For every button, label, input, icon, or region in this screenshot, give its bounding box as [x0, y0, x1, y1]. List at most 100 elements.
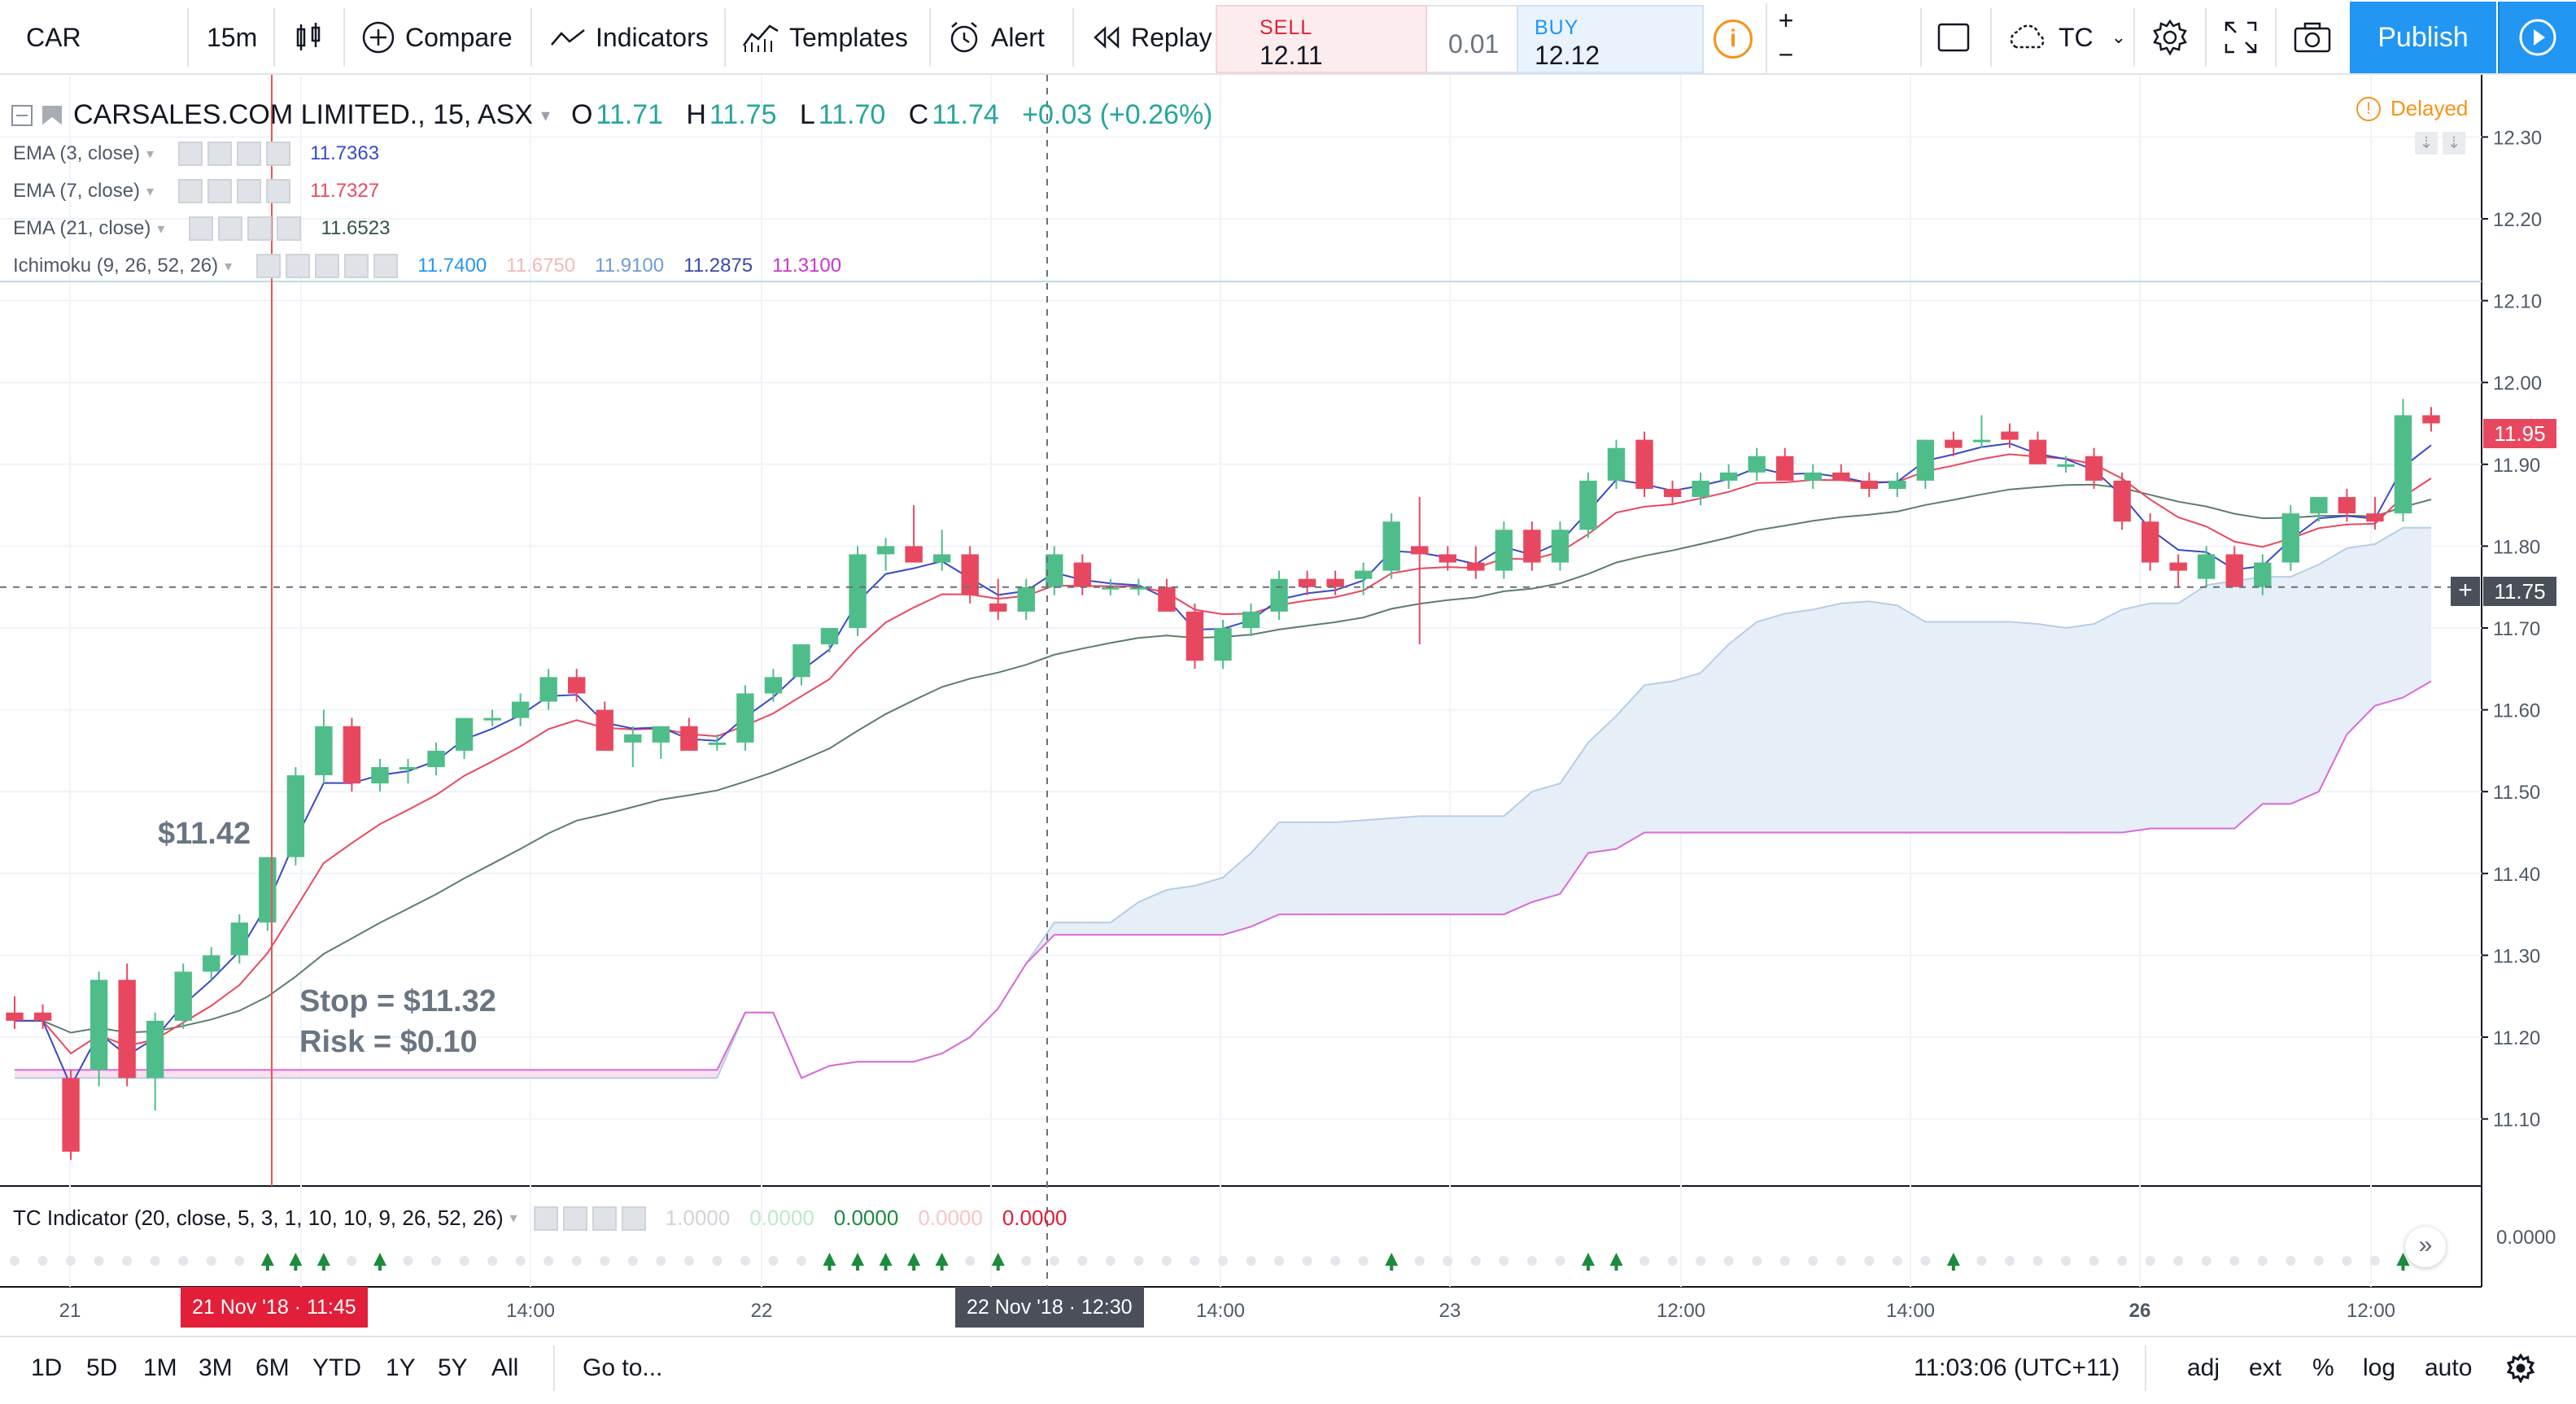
play-button[interactable]: [2498, 2, 2576, 73]
signal-dot: [66, 1256, 76, 1266]
annotation-entry-price[interactable]: $11.42: [158, 817, 251, 851]
range-ytd[interactable]: YTD: [312, 1354, 361, 1381]
interval-button[interactable]: 15m: [207, 0, 257, 75]
candle-body: [2394, 415, 2412, 514]
cloud-segment: [1082, 922, 1111, 935]
eye-icon[interactable]: [178, 142, 203, 166]
source-code-icon[interactable]: [592, 1206, 617, 1231]
close-icon[interactable]: [373, 254, 399, 278]
x-tick: 22: [750, 1300, 773, 1322]
zoom-in-button[interactable]: +: [1778, 6, 1794, 35]
cloud-segment: [379, 1070, 408, 1079]
plus-icon[interactable]: [237, 179, 262, 203]
candle-body: [203, 955, 220, 972]
clock-display[interactable]: 11:03:06 (UTC+11): [1914, 1354, 2120, 1381]
legend-tc-indicator[interactable]: TC Indicator (20, close, 5, 3, 1, 10, 10…: [13, 1206, 1086, 1231]
gear-icon[interactable]: [218, 216, 243, 241]
replay-button[interactable]: Replay: [1092, 0, 1212, 75]
gear-icon[interactable]: [207, 179, 233, 203]
range-3m[interactable]: 3M: [199, 1354, 233, 1381]
alert-button[interactable]: Alert: [947, 0, 1045, 75]
close-icon[interactable]: [621, 1206, 646, 1231]
crosshair-plus-icon[interactable]: +: [2451, 577, 2480, 606]
percent-toggle[interactable]: %: [2312, 1354, 2334, 1381]
auto-toggle[interactable]: auto: [2425, 1354, 2473, 1381]
close-icon[interactable]: [266, 142, 291, 166]
templates-button[interactable]: Templates: [742, 0, 908, 75]
symbol-label: CAR: [26, 22, 81, 52]
signal-dot: [459, 1256, 469, 1266]
legend-ichimoku[interactable]: Ichimoku (9, 26, 52, 26) ▾ 11.7400 11.675…: [13, 254, 861, 278]
publish-button[interactable]: Publish: [2350, 2, 2496, 73]
log-toggle[interactable]: log: [2363, 1354, 2396, 1381]
candle-body: [230, 922, 248, 956]
fullscreen-button[interactable]: [2223, 0, 2259, 75]
eye-icon[interactable]: [533, 1206, 558, 1231]
candle-body: [1102, 586, 1120, 590]
close-icon[interactable]: [266, 179, 291, 203]
range-1y[interactable]: 1Y: [386, 1354, 416, 1381]
indicator-wave-icon: [551, 29, 585, 46]
snapshot-button[interactable]: [2293, 0, 2332, 75]
candle-body: [2113, 480, 2131, 522]
range-5d[interactable]: 5D: [86, 1354, 118, 1381]
legend-ema3[interactable]: EMA (3, close) ▾ 11.7363: [13, 142, 380, 166]
range-6m[interactable]: 6M: [255, 1354, 290, 1381]
scroll-down-icons[interactable]: ⇣ ⇣: [2415, 132, 2465, 155]
plus-icon[interactable]: [237, 142, 262, 166]
series-title[interactable]: CARSALES.COM LIMITED., 15, ASX: [73, 99, 533, 130]
cloud-segment: [1138, 889, 1167, 935]
go-to-button[interactable]: Go to...: [583, 1354, 663, 1381]
ohlc-close: 11.74: [932, 99, 999, 130]
sell-button[interactable]: SELL 12.11: [1216, 5, 1427, 73]
range-5y[interactable]: 5Y: [438, 1354, 468, 1381]
account-menu[interactable]: TC ⌄: [2006, 0, 2126, 75]
gear-icon[interactable]: [562, 1206, 587, 1231]
range-all[interactable]: All: [491, 1354, 519, 1381]
plus-icon[interactable]: [344, 254, 369, 278]
candle-body: [90, 979, 108, 1070]
signal-dot: [2313, 1256, 2324, 1266]
range-1d[interactable]: 1D: [31, 1354, 63, 1381]
scroll-to-realtime-button[interactable]: »: [2405, 1227, 2446, 1267]
eye-icon[interactable]: [256, 254, 282, 278]
compare-button[interactable]: Compare: [361, 0, 513, 75]
replay-label: Replay: [1131, 22, 1212, 52]
close-icon[interactable]: [277, 216, 302, 241]
zoom-out-button[interactable]: −: [1778, 40, 1794, 69]
candle-body: [1270, 578, 1288, 612]
symbol-search[interactable]: CAR: [26, 0, 81, 75]
settings-button[interactable]: [2151, 0, 2189, 75]
cloud-segment: [1194, 877, 1223, 935]
source-code-icon[interactable]: [315, 254, 340, 278]
legend-collapse-icon[interactable]: [11, 104, 33, 126]
ext-toggle[interactable]: ext: [2249, 1354, 2282, 1381]
indicators-button[interactable]: Indicators: [550, 0, 709, 75]
cloud-segment: [2234, 577, 2263, 829]
adj-toggle[interactable]: adj: [2187, 1354, 2220, 1381]
gear-icon[interactable]: [207, 142, 233, 166]
delayed-badge[interactable]: ! Delayed: [2356, 96, 2468, 121]
candle-body: [1158, 586, 1176, 612]
cloud-segment: [464, 1070, 493, 1079]
candle-body: [708, 742, 727, 745]
cloud-segment: [183, 1070, 212, 1079]
annotation-risk[interactable]: Risk = $0.10: [299, 1025, 478, 1059]
gear-icon[interactable]: [286, 254, 311, 278]
plus-icon[interactable]: [247, 216, 273, 241]
fullscreen-rect-button[interactable]: [1936, 0, 1971, 75]
chart-type-button[interactable]: [293, 0, 325, 75]
annotation-stop[interactable]: Stop = $11.32: [299, 984, 496, 1018]
chart-settings-button[interactable]: [2506, 1337, 2535, 1399]
buy-button[interactable]: BUY 12.12: [1517, 5, 1704, 73]
legend-ema21[interactable]: EMA (21, close) ▾ 11.6523: [13, 216, 391, 241]
legend-ema7[interactable]: EMA (7, close) ▾ 11.7327: [13, 179, 380, 203]
eye-icon[interactable]: [178, 179, 203, 203]
trading-info-button[interactable]: i: [1714, 20, 1753, 59]
price-axis[interactable]: 12.30 12.20 12.10 12.00 11.90 11.80 11.70 11.60…: [2482, 127, 2542, 1131]
series-menu-icon[interactable]: ▾: [540, 104, 550, 125]
range-1m[interactable]: 1M: [143, 1354, 177, 1381]
eye-icon[interactable]: [189, 216, 214, 241]
